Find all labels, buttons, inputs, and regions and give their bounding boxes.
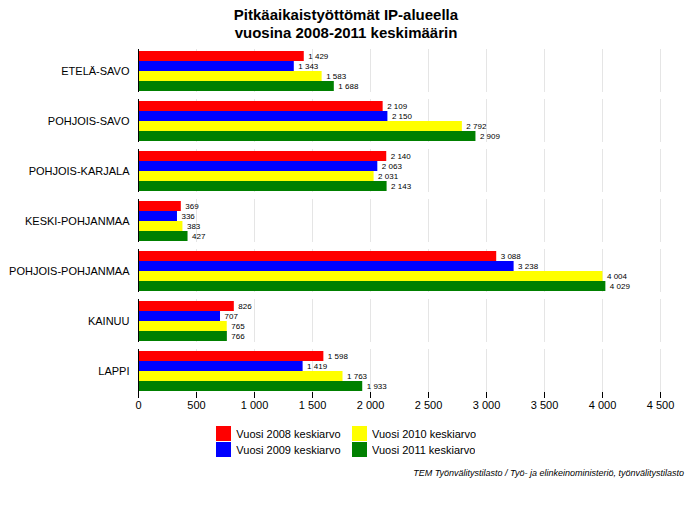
svg-text:POHJOIS-SAVO: POHJOIS-SAVO xyxy=(48,115,130,127)
svg-text:1 688: 1 688 xyxy=(338,82,359,91)
svg-text:LAPPI: LAPPI xyxy=(98,365,129,377)
html-text:TEM Työnvälitystilasto / Työ-: TEM Työnvälitystilasto / Työ- ja elinkei… xyxy=(413,467,684,478)
svg-text:POHJOIS-POHJANMAA: POHJOIS-POHJANMAA xyxy=(9,265,130,277)
svg-text:4 000: 4 000 xyxy=(589,399,617,411)
svg-text:1 343: 1 343 xyxy=(298,62,319,71)
svg-text:2 792: 2 792 xyxy=(466,122,487,131)
svg-text:0: 0 xyxy=(135,399,141,411)
svg-text:ETELÄ-SAVO: ETELÄ-SAVO xyxy=(61,65,130,77)
svg-text:2 909: 2 909 xyxy=(480,132,501,141)
html-text:Pitkäaikaistyöttömät IP-alueel: Pitkäaikaistyöttömät IP-alueella xyxy=(233,6,459,23)
svg-text:4 500: 4 500 xyxy=(647,399,675,411)
svg-text:1 598: 1 598 xyxy=(328,352,349,361)
svg-text:2 000: 2 000 xyxy=(357,399,385,411)
svg-text:2 150: 2 150 xyxy=(392,112,413,121)
svg-text:1 763: 1 763 xyxy=(347,372,368,381)
svg-text:2 109: 2 109 xyxy=(387,102,408,111)
svg-text:1 000: 1 000 xyxy=(241,399,269,411)
svg-text:336: 336 xyxy=(181,212,195,221)
svg-text:500: 500 xyxy=(187,399,205,411)
svg-text:KAINUU: KAINUU xyxy=(88,315,130,327)
svg-text:707: 707 xyxy=(225,312,239,321)
svg-text:2 143: 2 143 xyxy=(391,182,412,191)
html-text:Vuosi 2009 keskiarvo: Vuosi 2009 keskiarvo xyxy=(236,443,341,456)
svg-text:POHJOIS-KARJALA: POHJOIS-KARJALA xyxy=(29,165,131,177)
svg-text:2 031: 2 031 xyxy=(378,172,399,181)
html-text:Vuosi 2010 keskiarvo: Vuosi 2010 keskiarvo xyxy=(372,427,477,440)
svg-text:1 419: 1 419 xyxy=(307,362,328,371)
svg-text:1 583: 1 583 xyxy=(326,72,347,81)
svg-text:427: 427 xyxy=(192,232,206,241)
svg-text:2 140: 2 140 xyxy=(391,152,412,161)
svg-text:766: 766 xyxy=(231,332,245,341)
svg-text:369: 369 xyxy=(185,202,199,211)
html-text:Vuosi 2008 keskiarvo: Vuosi 2008 keskiarvo xyxy=(236,427,341,440)
svg-text:1 500: 1 500 xyxy=(299,399,327,411)
svg-text:2 063: 2 063 xyxy=(382,162,403,171)
svg-text:765: 765 xyxy=(231,322,245,331)
svg-text:4 004: 4 004 xyxy=(607,272,628,281)
svg-text:4 029: 4 029 xyxy=(610,282,631,291)
html-text:vuosina 2008-2011 keskimäärin: vuosina 2008-2011 keskimäärin xyxy=(234,24,458,41)
svg-text:3 500: 3 500 xyxy=(531,399,559,411)
svg-text:3 088: 3 088 xyxy=(501,252,522,261)
html-text:Vuosi 2011 keskiarvo: Vuosi 2011 keskiarvo xyxy=(372,443,476,456)
svg-text:826: 826 xyxy=(238,302,252,311)
svg-text:KESKI-POHJANMAA: KESKI-POHJANMAA xyxy=(25,215,130,227)
svg-text:1 429: 1 429 xyxy=(308,52,329,61)
svg-text:3 000: 3 000 xyxy=(473,399,501,411)
svg-text:1 933: 1 933 xyxy=(367,382,388,391)
svg-text:383: 383 xyxy=(187,222,201,231)
svg-text:3 238: 3 238 xyxy=(518,262,539,271)
svg-text:2 500: 2 500 xyxy=(415,399,443,411)
